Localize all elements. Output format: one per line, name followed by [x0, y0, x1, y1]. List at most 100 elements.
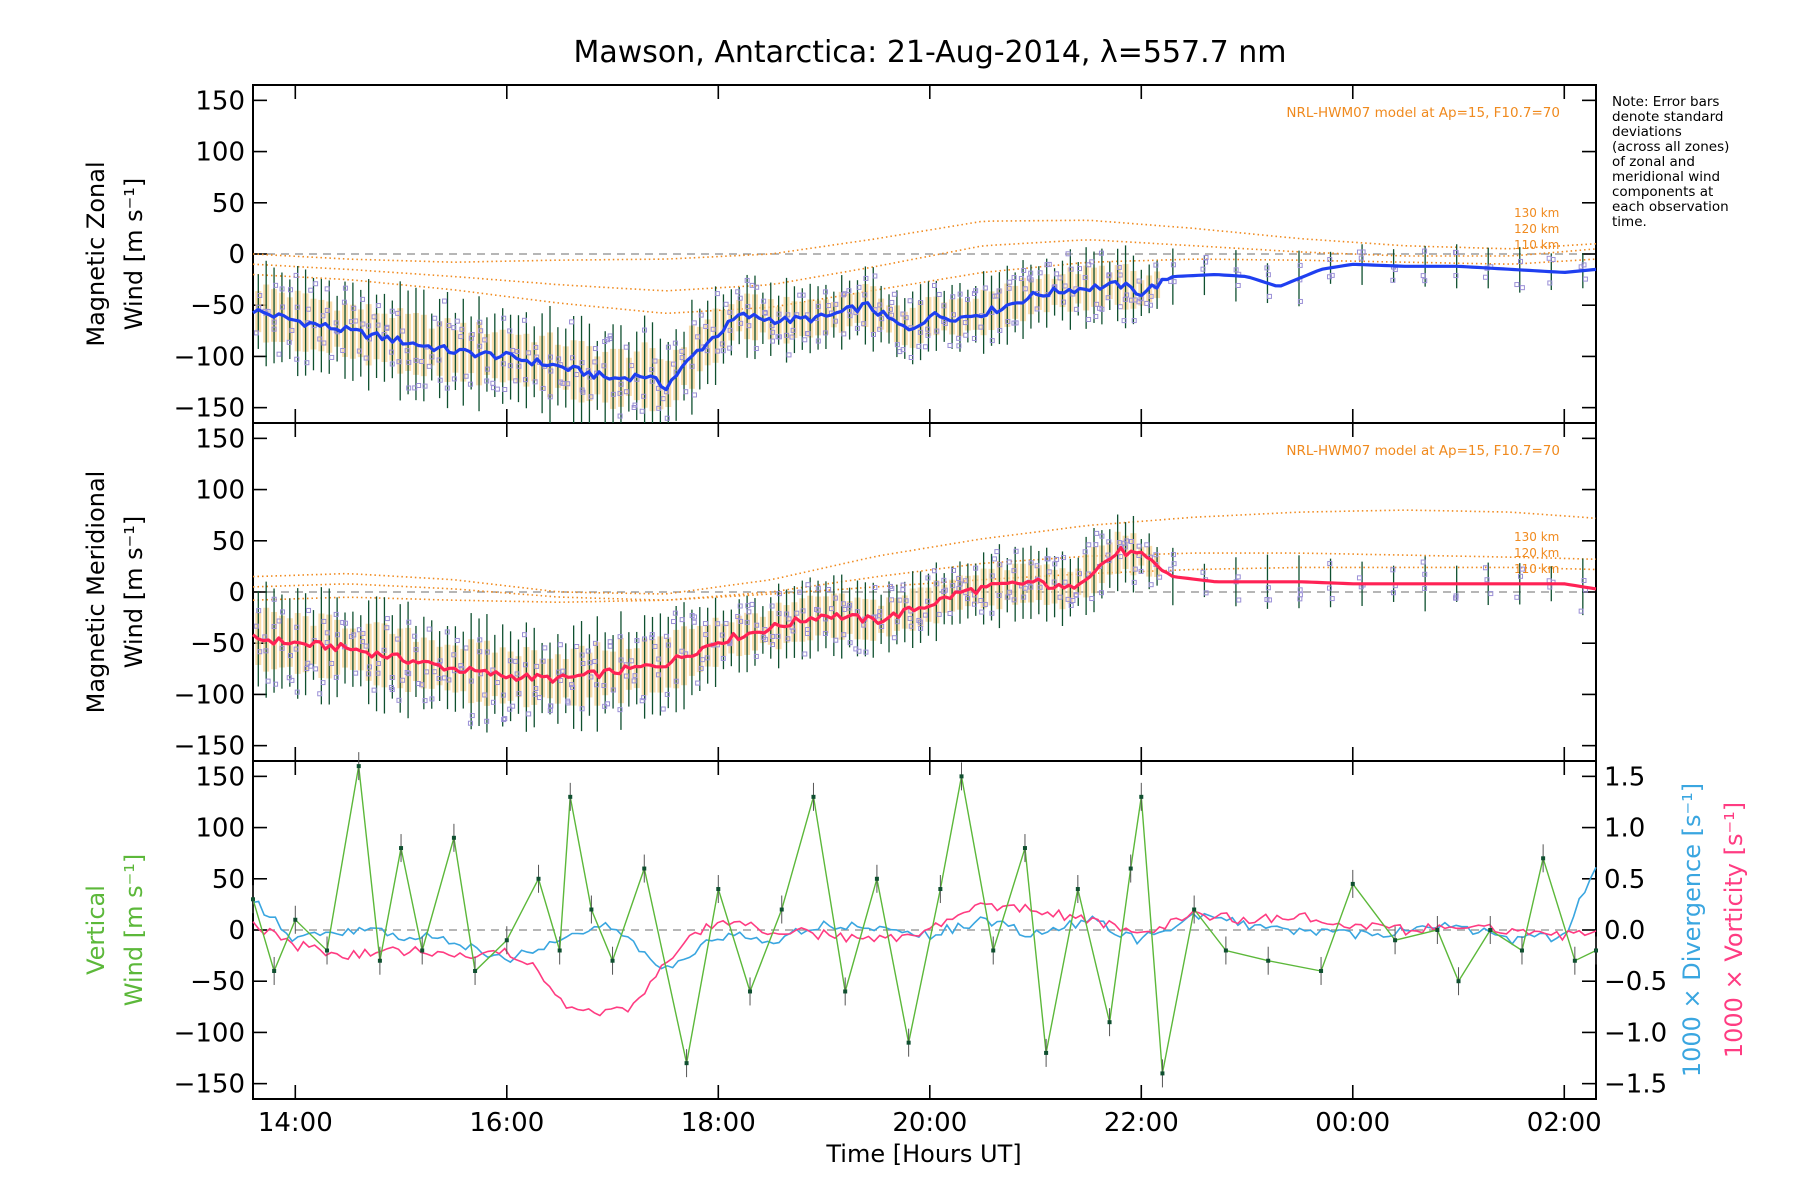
zonal-zone-point: [744, 277, 750, 283]
meridional-zone-point: [941, 589, 947, 595]
meridional-zone-point: [1086, 542, 1092, 548]
meridional-ylabel-line1: Magnetic Meridional: [82, 471, 110, 714]
note-line: of zonal and: [1612, 154, 1695, 170]
vertical-wind-point: [906, 1040, 911, 1045]
vertical-ytick-label: 150: [195, 762, 245, 792]
meridional-zone-point: [735, 614, 741, 620]
meridional-zone-point: [1054, 556, 1060, 562]
zonal-zone-point: [1086, 316, 1092, 322]
zonal-zone-point: [840, 292, 846, 298]
zonal-ylabel: Magnetic Zonal Wind [m s⁻¹]: [82, 161, 148, 346]
zonal-zone-point: [1022, 286, 1028, 292]
vertical-wind-point: [251, 897, 255, 902]
zonal-zone-point: [877, 302, 883, 308]
meridional-zone-point: [704, 655, 710, 661]
zonal-zone-point: [1327, 257, 1333, 263]
zonal-zone-point: [1358, 255, 1364, 261]
x-tick-label: 18:00: [681, 1108, 756, 1138]
vertical-wind-point: [1044, 1050, 1049, 1055]
zonal-zone-point: [1422, 248, 1428, 254]
meridional-zone-point: [305, 660, 311, 666]
zonal-zone-point: [962, 320, 968, 326]
meridional-zone-point: [770, 633, 776, 639]
zonal-ytick-label: −150: [174, 394, 245, 424]
meridional-zone-point: [1128, 539, 1134, 545]
meridional-zone-point: [1037, 584, 1043, 590]
meridional-zone-point: [1028, 584, 1034, 590]
zonal-zone-point: [308, 287, 314, 293]
meridional-zone-point: [494, 680, 500, 686]
meridional-zone-point: [1089, 596, 1095, 602]
meridional-zone-point: [1170, 552, 1176, 558]
meridional-zone-point: [656, 656, 662, 662]
zonal-zone-point: [293, 272, 299, 278]
zonal-zone-point: [1121, 318, 1127, 324]
y2-tick-label: 0.0: [1604, 916, 1645, 946]
zonal-zone-point: [607, 336, 613, 342]
zonal-zone-point: [1329, 272, 1335, 278]
x-tick-label: 00:00: [1315, 1108, 1390, 1138]
zonal-zone-point: [879, 316, 885, 322]
vertical-wind-point: [843, 989, 848, 994]
zonal-zone-point: [689, 363, 695, 369]
zonal-zone-point: [925, 332, 931, 338]
meridional-zone-point: [1046, 569, 1052, 575]
vertical-wind-point: [1107, 1020, 1112, 1025]
divergence-ylabel-text: 1000 × Divergence [s⁻¹]: [1678, 783, 1706, 1077]
zonal-zone-point: [634, 376, 640, 382]
zonal-zone-point: [1203, 254, 1209, 260]
vertical-wind-point: [1128, 866, 1133, 871]
zonal-zone-point: [526, 350, 532, 356]
zonal-zone-point: [389, 308, 395, 314]
zonal-zone-point: [1037, 270, 1043, 276]
zonal-zone-point: [1028, 270, 1034, 276]
zonal-zone-point: [253, 330, 259, 336]
zonal-zone-point: [436, 321, 442, 327]
vertical-ytick-label: 100: [195, 814, 245, 844]
zonal-zone-point: [532, 379, 538, 385]
y2-tick-label: 1.5: [1604, 762, 1645, 792]
zonal-zone-point: [862, 292, 868, 298]
zonal-zone-point: [494, 386, 500, 392]
meridional-zone-point: [1153, 552, 1159, 558]
meridional-zone-point: [293, 646, 299, 652]
zonal-zone-point: [1148, 293, 1154, 299]
meridional-zone-point: [665, 642, 671, 648]
meridional-zone-point: [744, 619, 750, 625]
meridional-zone-point: [1011, 568, 1017, 574]
meridional-zone-point: [692, 614, 698, 620]
zonal-zone-point: [978, 324, 984, 330]
meridional-zone-point: [271, 596, 277, 602]
zonal-zone-point: [842, 291, 848, 297]
meridional-zone-point: [679, 617, 685, 623]
chart-title: Mawson, Antarctica: 21-Aug-2014, λ=557.7…: [573, 35, 1286, 70]
zonal-wind-line: [252, 262, 1597, 392]
zonal-zone-point: [287, 287, 293, 293]
meridional-zone-point: [907, 615, 913, 621]
zonal-zone-point: [762, 310, 768, 316]
zonal-zone-point: [507, 363, 513, 369]
zonal-zone-point: [396, 359, 402, 365]
zonal-zone-point: [1073, 306, 1079, 312]
meridional-zone-point: [1200, 569, 1206, 575]
zonal-zone-point: [395, 310, 401, 316]
meridional-zone-point: [649, 632, 655, 638]
meridional-model-series-label: 110 km: [1514, 562, 1559, 576]
zonal-zone-point: [569, 319, 575, 325]
zonal-zone-point: [321, 340, 327, 346]
zonal-zone-point: [822, 289, 828, 295]
zonal-zone-point: [632, 402, 638, 408]
zonal-zone-point: [916, 343, 922, 349]
zonal-zone-point: [1422, 278, 1428, 284]
zonal-zone-point: [1093, 313, 1099, 319]
zonal-zone-point: [753, 346, 759, 352]
meridional-zone-point: [454, 637, 460, 643]
meridional-zone-point: [1034, 563, 1040, 569]
meridional-zone-point: [618, 657, 624, 663]
meridional-zone-point: [1203, 590, 1209, 596]
zonal-zone-point: [815, 338, 821, 344]
meridional-zone-point: [356, 627, 362, 633]
meridional-ytick-label: −100: [174, 680, 245, 710]
meridional-zone-point: [715, 621, 721, 627]
meridional-zone-point: [991, 556, 997, 562]
